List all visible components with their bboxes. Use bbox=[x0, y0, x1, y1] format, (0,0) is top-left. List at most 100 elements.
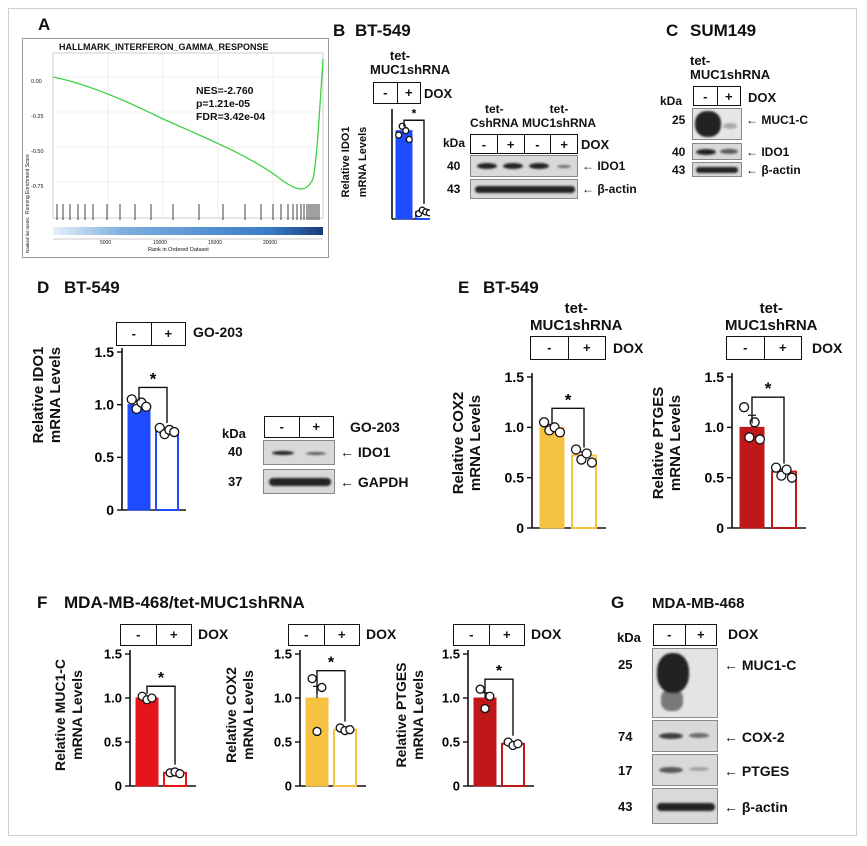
panel-e-treatment-right: DOX bbox=[812, 340, 843, 356]
blot-b-actin bbox=[470, 179, 578, 199]
y-tick-label: 0.5 bbox=[442, 735, 460, 750]
chart-f-cox2: 0 0.5 1.0 1.5 * bbox=[274, 647, 366, 794]
figure-frame bbox=[8, 8, 857, 836]
panel-d-treatment: GO-203 bbox=[193, 324, 243, 340]
y-tick-label: 1.0 bbox=[442, 691, 460, 706]
panel-c-marker-40: 40 bbox=[672, 145, 686, 159]
panel-d-blot-signs: - + bbox=[264, 416, 334, 438]
data-point bbox=[754, 434, 766, 445]
sign-plus: + bbox=[298, 417, 334, 437]
panel-f-ylabel-2: Relative COX2 mRNA Levels bbox=[223, 667, 256, 763]
gene-hit-ticks bbox=[56, 204, 320, 220]
panel-d-ylabel: Relative IDO1 mRNA Levels bbox=[30, 346, 64, 444]
panel-f-signs-1: - + bbox=[120, 624, 192, 646]
significance-bracket bbox=[484, 678, 514, 736]
data-point bbox=[307, 673, 317, 684]
sign-minus: - bbox=[136, 627, 141, 642]
data-point bbox=[317, 682, 327, 693]
blot-g-ptges bbox=[652, 754, 718, 786]
gsea-fdr: FDR=3.42e-04 bbox=[196, 111, 266, 123]
panel-f-ylabel-1: Relative MUC1-C mRNA Levels bbox=[52, 658, 85, 772]
sign-minus: - bbox=[469, 627, 474, 642]
y-tick-label: 1.5 bbox=[705, 369, 725, 385]
y-tick-label: 1.0 bbox=[705, 419, 725, 435]
y-tick-label: 0.5 bbox=[274, 735, 292, 750]
sign-plus: + bbox=[396, 83, 421, 103]
panel-c-letter: C bbox=[666, 21, 679, 40]
y-tick-label: 1.5 bbox=[274, 647, 292, 662]
panel-f-ylabel-3: Relative PTGES mRNA Levels bbox=[393, 662, 426, 768]
blot-g-actin bbox=[652, 788, 718, 824]
data-point bbox=[169, 426, 180, 438]
panel-c-kda: kDa bbox=[660, 94, 683, 108]
panel-b-blot-group-1: tet- MUC1shRNA bbox=[522, 102, 597, 130]
panel-g-protein-ptges: ← PTGES bbox=[724, 763, 790, 779]
panel-c-protein-ido1: ← IDO1 bbox=[746, 145, 790, 159]
y-tick-label: 0 bbox=[285, 779, 292, 794]
blot-b-ido1 bbox=[470, 155, 578, 177]
data-point bbox=[402, 127, 410, 135]
y-tick-label: 0 bbox=[516, 520, 524, 536]
panel-e-title: BT-549 bbox=[483, 278, 539, 297]
y-tick-label: 0 bbox=[106, 502, 114, 518]
gsea-ytick-1: -0.25 bbox=[31, 114, 44, 120]
panel-d-title: BT-549 bbox=[64, 278, 120, 297]
y-tick-label: 0.5 bbox=[705, 470, 725, 486]
panel-b-blot-group-0: tet- CshRNA bbox=[470, 102, 519, 130]
data-point bbox=[554, 427, 566, 438]
blot-c-muc1c bbox=[692, 108, 742, 140]
panel-e-ylabel-right: Relative PTGES mRNA Levels bbox=[650, 386, 684, 500]
gsea-plot: HALLMARK_INTERFERON_GAMMA_RESPONSE N bbox=[22, 38, 329, 258]
gsea-svg bbox=[52, 52, 324, 240]
chart-b: * bbox=[391, 106, 430, 221]
y-tick-label: 1.0 bbox=[505, 419, 525, 435]
sign-plus: + bbox=[716, 87, 741, 105]
y-tick-label: 1.5 bbox=[505, 369, 525, 385]
panel-g-marker-74: 74 bbox=[618, 729, 633, 744]
bar-+ bbox=[333, 728, 357, 787]
chart-e-ptges: 0 0.5 1.0 1.5 * bbox=[705, 369, 806, 536]
y-tick-label: 1.0 bbox=[95, 397, 115, 413]
gsea-xtick-2: 15000 bbox=[208, 240, 222, 246]
significance-bracket bbox=[146, 685, 176, 765]
sign-minus: - bbox=[743, 340, 748, 355]
panel-g-marker-17: 17 bbox=[618, 763, 633, 778]
panel-e-signs-left: - + bbox=[530, 336, 606, 360]
panel-g-protein-muc1c: ← MUC1-C bbox=[724, 657, 797, 673]
blot-c-actin bbox=[692, 162, 742, 177]
panel-b-marker-40: 40 bbox=[447, 159, 461, 173]
gsea-ytick-3: -0.75 bbox=[31, 184, 44, 190]
panel-c-treatment: DOX bbox=[748, 90, 777, 105]
gsea-xlabel: Rank in Ordered Dataset bbox=[148, 247, 209, 253]
data-point bbox=[513, 739, 523, 749]
gsea-ylabel-top: Running Enrichment Score bbox=[25, 154, 31, 214]
panel-g-protein-cox2: ← COX-2 bbox=[724, 729, 785, 745]
bar-- bbox=[539, 426, 565, 529]
y-tick-label: 0 bbox=[453, 779, 460, 794]
data-point bbox=[485, 691, 495, 701]
data-point bbox=[312, 726, 322, 737]
panel-e-signs-right: - + bbox=[726, 336, 802, 360]
y-tick-label: 1.5 bbox=[442, 647, 460, 662]
panel-g-marker-43: 43 bbox=[618, 799, 633, 814]
panel-b-blot-signs: - + - + bbox=[470, 134, 578, 154]
sign-minus: - bbox=[667, 627, 672, 642]
chart-f-ptges: 0 0.5 1.0 1.5 * bbox=[442, 647, 534, 794]
sign-plus: + bbox=[684, 625, 717, 645]
blot-g-cox2 bbox=[652, 720, 718, 752]
panel-d-letter: D bbox=[37, 278, 50, 297]
y-tick-label: 0.5 bbox=[505, 470, 525, 486]
panel-d-marker-37: 37 bbox=[228, 474, 243, 489]
data-point bbox=[345, 725, 355, 735]
y-tick-label: 0 bbox=[716, 520, 724, 536]
significance-star: * bbox=[412, 106, 417, 120]
data-point bbox=[770, 462, 782, 473]
data-point bbox=[147, 693, 157, 703]
panel-b-kda: kDa bbox=[443, 136, 466, 150]
panel-b-treatment: DOX bbox=[424, 86, 453, 101]
gsea-ytick-0: 0.00 bbox=[31, 79, 42, 85]
blot-d-gapdh bbox=[263, 469, 335, 494]
panel-b-protein-actin: ← β-actin bbox=[582, 182, 637, 196]
significance-bracket bbox=[403, 119, 425, 204]
panel-f-signs-2: - + bbox=[288, 624, 360, 646]
